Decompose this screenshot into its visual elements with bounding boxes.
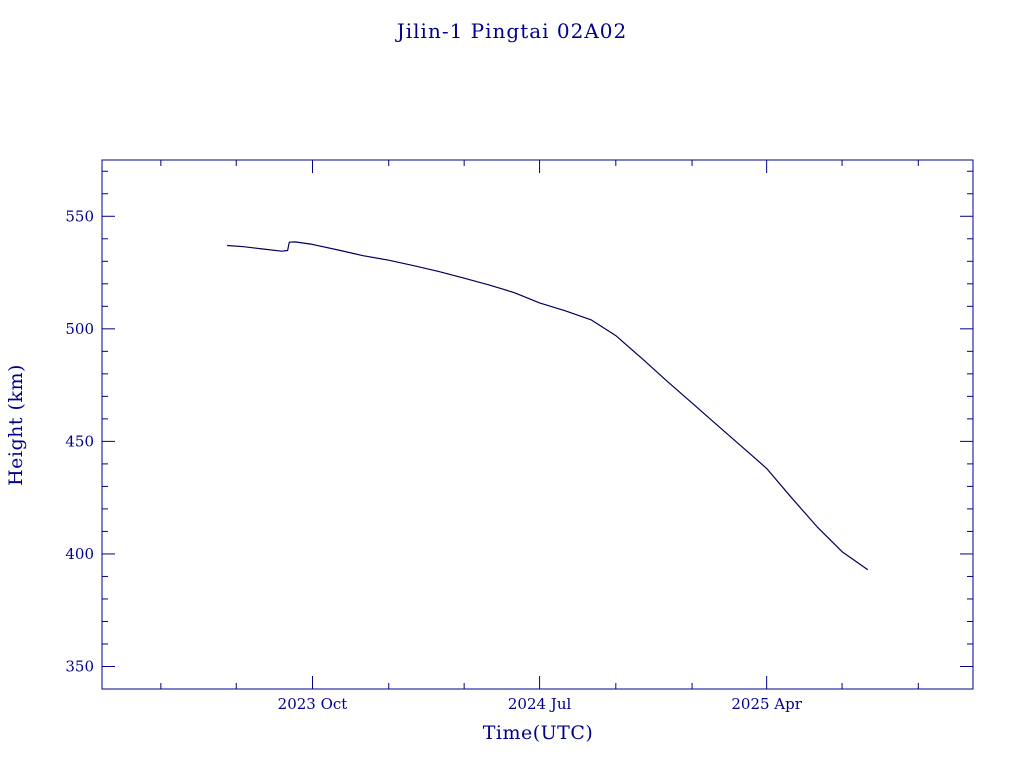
tick-labels-layer: 350 400 450 500 550 2023 Oct 2024 Jul 2025 Apr <box>65 207 802 713</box>
x-tick-label: 2023 Oct <box>278 695 348 713</box>
y-tick-label: 450 <box>65 432 94 450</box>
y-axis-label: Height (km) <box>5 364 27 486</box>
chart-title: Jilin-1 Pingtai 02A02 <box>395 19 628 43</box>
y-tick-label: 500 <box>65 320 94 338</box>
y-tick-label: 350 <box>65 657 94 675</box>
x-axis-label: Time(UTC) <box>483 722 594 744</box>
y-tick-label: 550 <box>65 207 94 225</box>
x-tick-label: 2025 Apr <box>731 695 802 713</box>
ticks-layer <box>102 160 973 690</box>
height-series-line <box>227 241 869 571</box>
plot-frame <box>101 159 974 690</box>
x-tick-label: 2024 Jul <box>508 695 572 713</box>
y-tick-label: 400 <box>65 545 94 563</box>
series-layer <box>227 241 869 571</box>
